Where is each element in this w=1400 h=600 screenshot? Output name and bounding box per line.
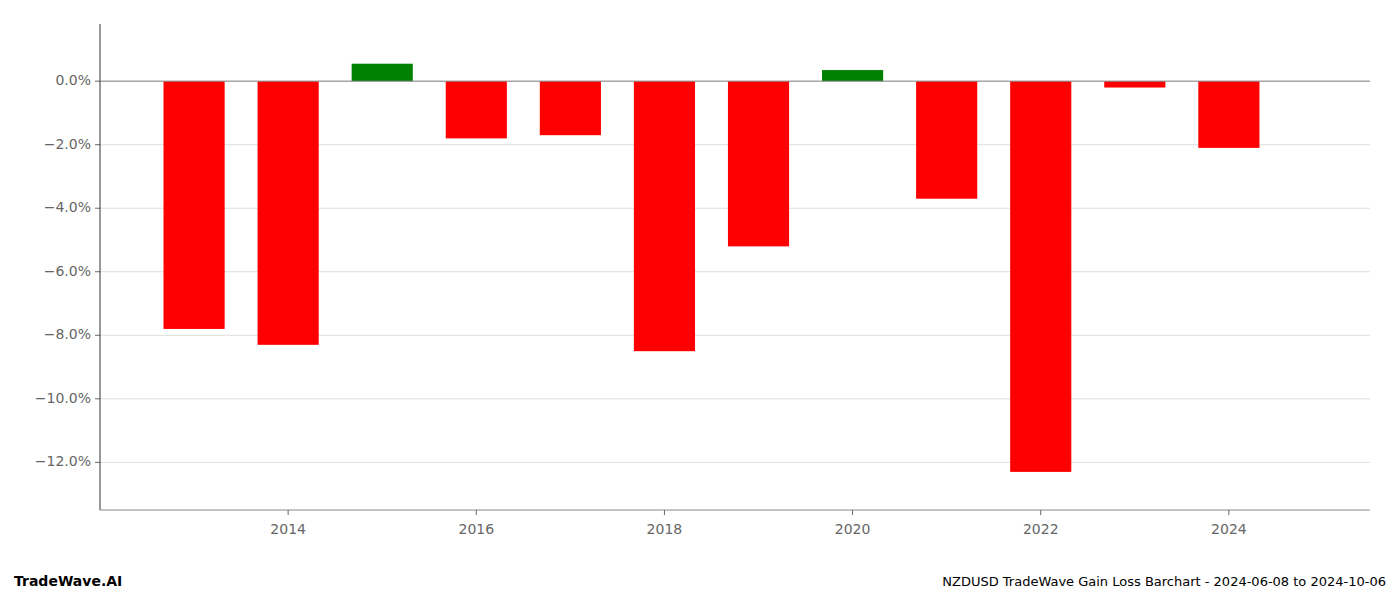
y-tick-label: −10.0% bbox=[35, 390, 91, 406]
x-tick bbox=[664, 510, 665, 515]
y-tick bbox=[95, 144, 100, 145]
y-tick-label: −12.0% bbox=[35, 453, 91, 469]
y-tick bbox=[95, 271, 100, 272]
bar bbox=[258, 81, 319, 345]
x-tick bbox=[1040, 510, 1041, 515]
zero-line bbox=[100, 81, 1370, 82]
grid-line bbox=[100, 398, 1370, 399]
y-axis: 0.0% −2.0% −4.0% −6.0% −8.0% −10.0% −12.0% bbox=[35, 24, 100, 510]
x-tick-label: 2016 bbox=[458, 521, 494, 537]
bar bbox=[634, 81, 695, 351]
bar bbox=[916, 81, 977, 199]
x-axis: 2014 2016 2018 2020 2022 2024 bbox=[100, 510, 1370, 537]
x-tick bbox=[476, 510, 477, 515]
y-tick-label: 0.0% bbox=[55, 72, 91, 88]
y-tick-label: −8.0% bbox=[44, 326, 91, 342]
chart: 0.0% −2.0% −4.0% −6.0% −8.0% −10.0% −12.0% 2014… bbox=[0, 0, 1400, 600]
x-tick-label: 2022 bbox=[1023, 521, 1059, 537]
y-tick bbox=[95, 462, 100, 463]
bar bbox=[352, 64, 413, 81]
grid-line bbox=[100, 462, 1370, 463]
bar bbox=[540, 81, 601, 135]
x-tick bbox=[288, 510, 289, 515]
y-tick bbox=[95, 335, 100, 336]
y-tick-label: −6.0% bbox=[44, 263, 91, 279]
y-tick bbox=[95, 208, 100, 209]
x-tick bbox=[852, 510, 853, 515]
bar bbox=[164, 81, 225, 329]
x-tick-label: 2014 bbox=[270, 521, 306, 537]
bar bbox=[822, 70, 883, 81]
bar bbox=[1010, 81, 1071, 472]
y-tick bbox=[95, 81, 100, 82]
bar bbox=[1104, 81, 1165, 87]
x-tick-label: 2024 bbox=[1211, 521, 1247, 537]
x-axis-line bbox=[100, 510, 1370, 511]
y-axis-line bbox=[100, 24, 101, 510]
bar bbox=[728, 81, 789, 246]
grid-line bbox=[100, 81, 1370, 82]
y-tick-label: −4.0% bbox=[44, 199, 91, 215]
y-tick bbox=[95, 398, 100, 399]
x-tick bbox=[1228, 510, 1229, 515]
y-tick-label: −2.0% bbox=[44, 136, 91, 152]
bar bbox=[446, 81, 507, 138]
bars bbox=[164, 64, 1260, 472]
grid bbox=[100, 81, 1370, 462]
bar bbox=[1198, 81, 1259, 148]
x-tick-label: 2020 bbox=[835, 521, 871, 537]
x-tick-label: 2018 bbox=[647, 521, 683, 537]
watermark: TradeWave.AI bbox=[14, 573, 122, 589]
title: NZDUSD TradeWave Gain Loss Barchart - 20… bbox=[942, 574, 1386, 589]
